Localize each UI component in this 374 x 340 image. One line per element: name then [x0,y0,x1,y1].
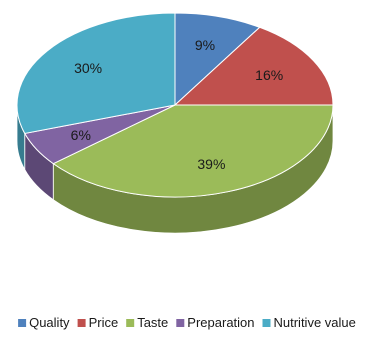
legend-label-quality: Quality [29,315,70,330]
legend-swatch-taste [126,319,135,327]
legend-swatch-price [77,319,86,327]
pie-top [16,12,334,198]
legend-swatch-nutritive-value [262,319,271,327]
legend-swatch-quality [18,319,27,327]
slice-label-taste: 39% [197,156,225,172]
slice-label-price: 16% [255,67,283,83]
slice-label-preparation: 6% [71,127,91,143]
slice-label-quality: 9% [195,37,215,53]
pie-slice-quality [174,12,261,107]
pie-slice-nutritive-value [16,12,176,134]
pie-slice-taste [52,104,334,198]
legend-swatch-preparation [176,319,185,327]
slice-label-nutritive-value: 30% [74,60,102,76]
legend-label-nutritive-value: Nutritive value [274,315,356,330]
slice-labels: 9% 16% 39% 6% 30% [71,37,284,172]
legend-label-price: Price [89,315,119,330]
chart-legend: Quality Price Taste Preparation Nutritive va… [18,315,356,330]
pie-slice-price [173,26,334,106]
legend-label-preparation: Preparation [187,315,254,330]
legend-label-taste: Taste [137,315,168,330]
